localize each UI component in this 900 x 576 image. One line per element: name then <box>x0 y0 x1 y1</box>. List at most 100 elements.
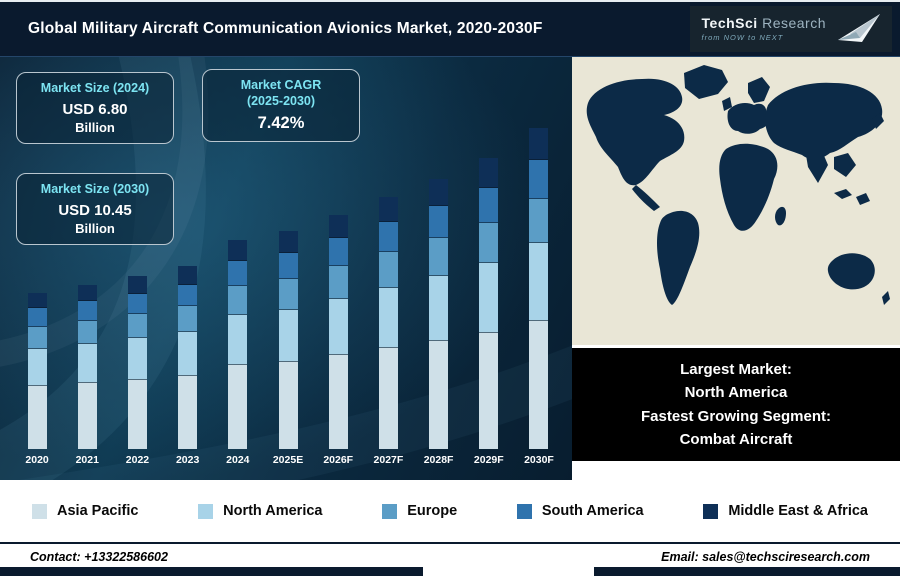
bar-segment-asia-pacific <box>378 348 398 449</box>
bar-segment-south-america <box>479 187 499 223</box>
bar-segment-europe <box>178 306 198 332</box>
logo-brand-part1: TechSci <box>701 14 758 31</box>
bar-segment-middle-east-africa <box>529 128 549 161</box>
bar-stack-2022 <box>127 276 147 449</box>
bar-segment-north-america <box>27 348 47 387</box>
footer-accent-strip-left <box>0 567 423 576</box>
x-axis-label-2021: 2021 <box>75 454 99 466</box>
bar-zone <box>363 128 413 449</box>
content-area: Market Size (2024) USD 6.80 Billion Mark… <box>0 57 900 480</box>
bar-column-2027f: 2027F <box>363 128 413 470</box>
bar-segment-europe <box>529 198 549 244</box>
bar-segment-asia-pacific <box>429 340 449 449</box>
bar-segment-middle-east-africa <box>27 292 47 309</box>
bar-segment-europe <box>278 279 298 310</box>
bar-column-2021: 2021 <box>62 128 112 470</box>
bar-segment-asia-pacific <box>127 379 147 449</box>
logo-brand-part2: Research <box>757 14 826 31</box>
contact-email: Email: sales@techsciresearch.com <box>661 550 870 564</box>
bar-column-2025e: 2025E <box>263 128 313 470</box>
stat-box-market-size-2030: Market Size (2030) USD 10.45 Billion <box>16 173 174 245</box>
x-axis-label-2025e: 2025E <box>272 454 304 466</box>
bar-segment-middle-east-africa <box>278 231 298 254</box>
callout-line-fastest-segment-value: Combat Aircraft <box>679 430 793 448</box>
stat-box-market-size-2024: Market Size (2024) USD 6.80 Billion <box>16 72 174 144</box>
bar-segment-north-america <box>77 343 97 384</box>
bar-segment-north-america <box>328 299 348 356</box>
stat-value: USD 6.80 <box>62 100 128 118</box>
stat-unit: Billion <box>75 119 115 135</box>
x-axis-label-2023: 2023 <box>175 454 200 466</box>
bar-segment-north-america <box>127 338 147 380</box>
legend-swatch-north-america <box>198 503 214 519</box>
bar-segment-south-america <box>278 253 298 280</box>
contact-phone: Contact: +13322586602 <box>30 550 168 564</box>
legend-label-north-america: North America <box>223 503 323 519</box>
x-axis-label-2030f: 2030F <box>524 454 554 466</box>
bar-segment-north-america <box>278 309 298 362</box>
bar-column-2026f: 2026F <box>313 128 363 470</box>
bar-stack-2025e <box>278 231 298 449</box>
x-axis-label-2022: 2022 <box>125 454 150 466</box>
bar-segment-south-america <box>378 222 398 253</box>
bar-zone <box>464 128 514 449</box>
bar-segment-middle-east-africa <box>429 178 449 206</box>
bar-segment-south-america <box>27 308 47 328</box>
bar-segment-south-america <box>178 284 198 307</box>
bar-stack-2027f <box>378 197 398 449</box>
x-axis-label-2028f: 2028F <box>423 454 454 466</box>
bar-segment-middle-east-africa <box>228 240 248 261</box>
bar-segment-asia-pacific <box>479 332 499 449</box>
legend-item-europe: Europe <box>382 503 457 519</box>
stat-title: Market Size (2024) <box>40 81 150 95</box>
stat-value: USD 10.45 <box>58 201 132 219</box>
bar-stack-2026f <box>328 214 348 449</box>
x-axis-label-2024: 2024 <box>226 454 250 466</box>
bar-zone <box>12 128 62 449</box>
stat-title-line1: Market CAGR <box>240 78 322 92</box>
legend-label-europe: Europe <box>407 503 458 519</box>
stat-title: Market Size (2030) <box>40 182 150 196</box>
bar-segment-middle-east-africa <box>328 214 348 238</box>
paper-plane-icon <box>838 14 880 42</box>
bar-column-2029f: 2029F <box>464 128 514 470</box>
legend-swatch-europe <box>382 503 398 519</box>
bar-zone <box>163 128 213 449</box>
stat-unit: Billion <box>75 220 115 236</box>
bar-segment-middle-east-africa <box>127 276 147 294</box>
bar-column-2022: 2022 <box>112 128 162 470</box>
bar-stack-2023 <box>178 266 198 449</box>
x-axis-label-2020: 2020 <box>25 454 49 466</box>
bar-segment-europe <box>328 266 348 300</box>
bar-column-2024: 2024 <box>213 128 263 470</box>
bar-segment-north-america <box>378 287 398 349</box>
bar-zone <box>514 128 564 449</box>
callout-line-fastest-segment-label: Fastest Growing Segment: <box>640 407 832 425</box>
legend-swatch-middle-east-africa <box>703 503 719 519</box>
bar-stack-2021 <box>77 284 97 449</box>
bar-segment-asia-pacific <box>27 386 47 449</box>
legend-item-asia-pacific: Asia Pacific <box>32 503 138 519</box>
bar-zone <box>414 128 464 449</box>
bar-segment-asia-pacific <box>228 365 248 449</box>
bar-segment-south-america <box>429 205 449 239</box>
x-axis-label-2026f: 2026F <box>323 454 354 466</box>
bar-segment-south-america <box>77 301 97 321</box>
logo-brand: TechSci Research <box>701 14 826 31</box>
bar-segment-asia-pacific <box>178 375 198 449</box>
bar-zone <box>313 128 363 449</box>
chart-panel: Market Size (2024) USD 6.80 Billion Mark… <box>0 57 572 480</box>
bar-segment-europe <box>429 238 449 277</box>
bar-segment-north-america <box>228 315 248 366</box>
bar-segment-europe <box>479 222 499 264</box>
callout-line-largest-market-value: North America <box>684 384 788 402</box>
bar-zone <box>263 128 313 449</box>
stacked-bar-chart: 2020 2021 2022 2023 2024 2025E 2026F 2027F 2028F… <box>12 128 564 470</box>
bar-column-2028f: 2028F <box>414 128 464 470</box>
bar-segment-europe <box>127 314 147 339</box>
bar-segment-middle-east-africa <box>77 284 97 302</box>
legend-label-south-america: South America <box>541 503 644 519</box>
legend-item-north-america: North America <box>198 503 323 519</box>
footer-bar: Contact: +13322586602 Email: sales@techs… <box>0 542 900 576</box>
